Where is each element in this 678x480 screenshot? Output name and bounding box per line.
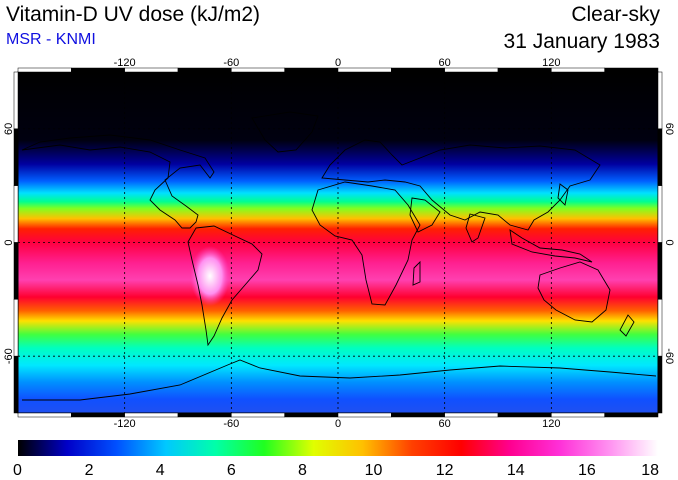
frame-band (13, 185, 19, 243)
frame-band (657, 128, 663, 186)
coastline-japan (557, 183, 569, 206)
colorbar-tick-label: 6 (227, 462, 236, 479)
colorbar-tick-label: 18 (641, 462, 659, 479)
lon-labels-bottom: -120 -60 0 60 120 (114, 418, 561, 430)
frame-band (337, 412, 392, 418)
lon-tick-label: 0 (335, 57, 341, 69)
frame-band (391, 412, 445, 418)
colorbar-tick-label: 12 (436, 462, 454, 479)
coastline-north-america (21, 134, 215, 229)
lat-labels-right: -60 0 60 (663, 123, 675, 364)
frame-band (604, 67, 659, 73)
frame-band (657, 185, 663, 243)
colorbar-tick-label: 8 (298, 462, 307, 479)
lon-tick-label: 120 (542, 57, 560, 69)
lat-tick-label: 0 (663, 239, 675, 245)
gridlines (18, 72, 658, 413)
lon-tick-label: -60 (223, 57, 239, 69)
lat-tick-label: 60 (663, 123, 675, 135)
lat-tick-label: 60 (3, 123, 15, 135)
frame-band (177, 412, 232, 418)
coastline-new-zealand (619, 314, 635, 337)
frame-band (444, 412, 499, 418)
colorbar-tick-label: 14 (507, 462, 525, 479)
frame-band (13, 128, 19, 186)
frame-band (284, 412, 339, 418)
coastline-madagascar (412, 260, 421, 286)
sky-condition: Clear-sky (571, 3, 660, 26)
frame-band (337, 67, 392, 73)
frame-band (231, 412, 285, 418)
colorbar (18, 440, 658, 456)
frame-band (13, 242, 19, 300)
frame-band (284, 67, 339, 73)
colorbar-ticks: 0 2 4 6 8 10 12 14 16 18 (13, 462, 659, 479)
frame-band (551, 412, 605, 418)
frame-band (657, 355, 663, 414)
lon-labels-top: -120 -60 0 60 120 (114, 57, 561, 69)
coastline-africa (311, 181, 421, 306)
peak-dose-region (190, 246, 230, 306)
coastline-eurasia (321, 139, 601, 231)
map-date: 31 January 1983 (503, 30, 660, 53)
frame-band (13, 355, 19, 414)
frame-band (604, 412, 659, 418)
frame-band (497, 412, 552, 418)
lon-tick-label: -120 (114, 57, 136, 69)
frame-band (13, 71, 19, 130)
colorbar-tick-label: 10 (365, 462, 383, 479)
source-label: MSR - KNMI (6, 31, 96, 48)
frame-band (71, 412, 125, 418)
frame-band (391, 67, 445, 73)
frame-band (13, 299, 19, 357)
lon-tick-label: 120 (542, 418, 560, 430)
frame-band (231, 67, 285, 73)
colorbar-tick-label: 2 (85, 462, 94, 479)
frame-band (17, 412, 72, 418)
lat-tick-label: 0 (3, 239, 15, 245)
coastline-australia (537, 261, 611, 323)
colorbar-tick-label: 16 (578, 462, 596, 479)
lon-tick-label: -120 (114, 418, 136, 430)
lat-labels-left: -60 0 60 (3, 123, 15, 364)
frame-band (17, 67, 72, 73)
lat-tick-label: -60 (663, 348, 675, 364)
coastline-south-america (187, 225, 263, 347)
coastline-antarctica (22, 359, 657, 401)
frame-band (124, 412, 179, 418)
lon-tick-label: 0 (335, 418, 341, 430)
frame-band (657, 242, 663, 300)
lon-tick-label: -60 (223, 418, 239, 430)
frame-band (444, 67, 499, 73)
coastline-arabia (409, 197, 441, 233)
colorbar-tick-label: 4 (156, 462, 165, 479)
coastline-southeast-asia (509, 229, 593, 263)
colorbar-tick-label: 0 (13, 462, 22, 479)
frame-band (657, 71, 663, 130)
coastlines (21, 111, 657, 401)
lat-tick-label: -60 (3, 348, 15, 364)
lon-tick-label: 60 (439, 418, 451, 430)
coastline-india (465, 213, 486, 243)
map-frame (13, 67, 663, 418)
lon-tick-label: 60 (439, 57, 451, 69)
frame-band (657, 299, 663, 357)
coastline-greenland (251, 111, 319, 153)
map-title: Vitamin-D UV dose (kJ/m2) (6, 3, 261, 26)
